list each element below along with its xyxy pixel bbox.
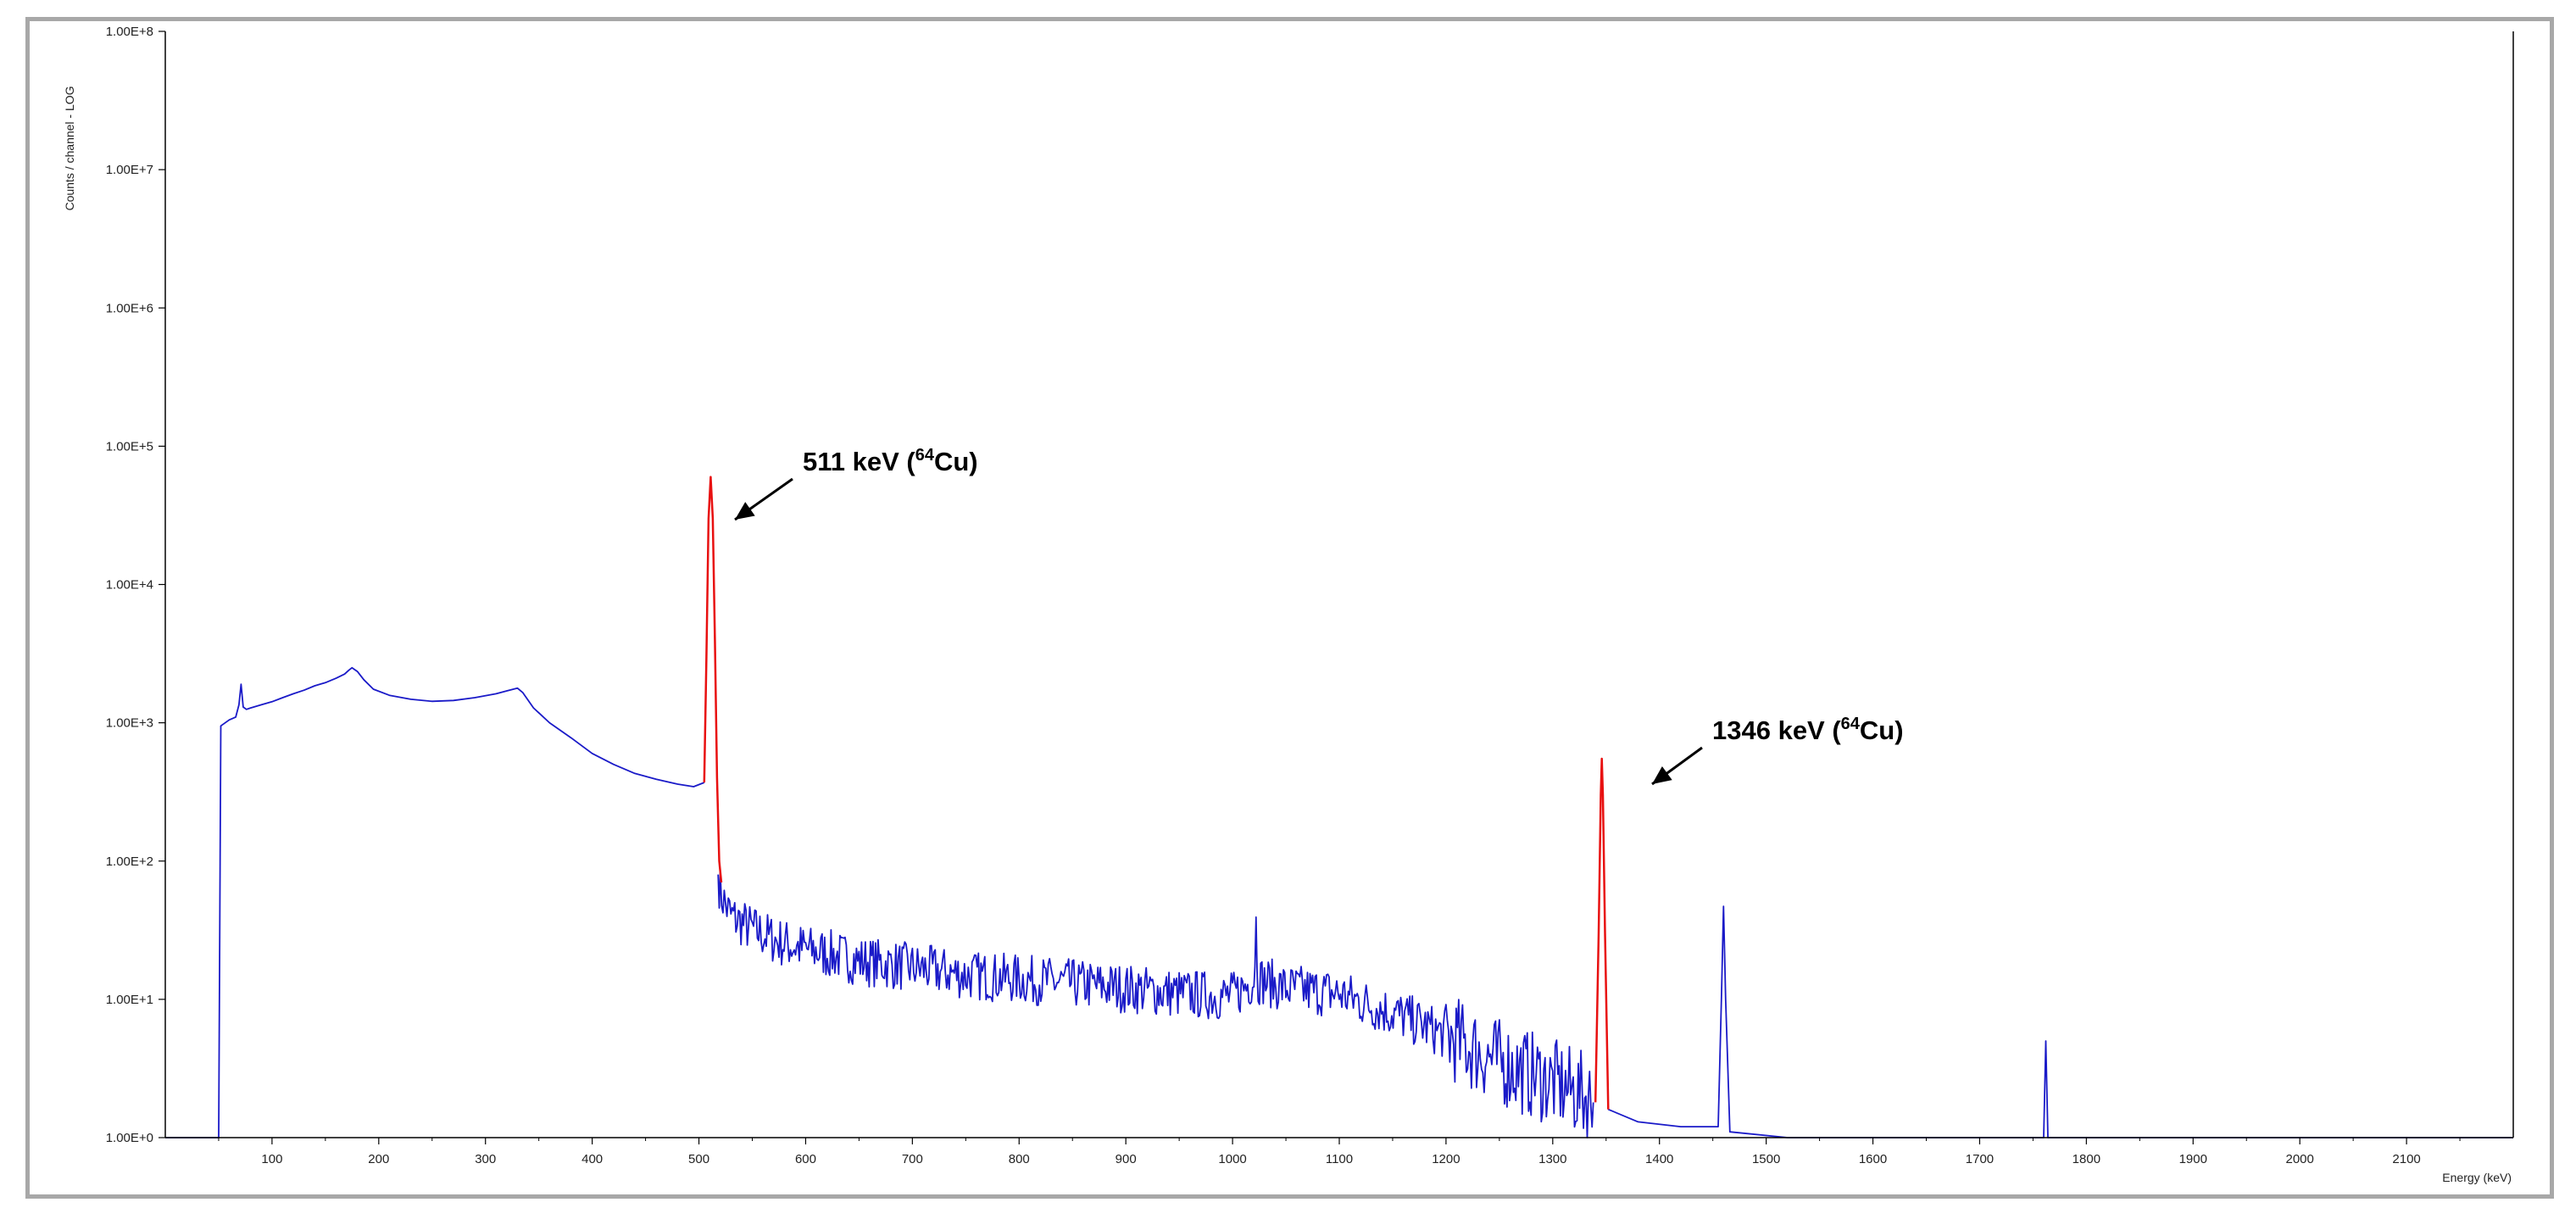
spectrum-series-line: [717, 870, 1594, 1138]
x-tick-label: 300: [475, 1152, 496, 1166]
y-tick-label: 1.00E+7: [106, 163, 153, 177]
y-tick-label: 1.00E+3: [106, 716, 153, 731]
x-tick-label: 1300: [1538, 1152, 1566, 1166]
x-tick-label: 1400: [1645, 1152, 1673, 1166]
x-tick-label: 2000: [2285, 1152, 2313, 1166]
y-tick-label: 1.00E+0: [106, 1131, 153, 1145]
x-tick-label: 1800: [2072, 1152, 2100, 1166]
x-tick-label: 2100: [2392, 1152, 2420, 1166]
x-tick-label: 1500: [1752, 1152, 1780, 1166]
x-tick-label: 400: [581, 1152, 603, 1166]
x-tick-label: 700: [902, 1152, 923, 1166]
x-tick-label: 1600: [1859, 1152, 1887, 1166]
x-tick-label: 1100: [1326, 1152, 1353, 1166]
y-tick-label: 1.00E+5: [106, 439, 153, 454]
x-axis-title: Energy (keV): [2442, 1171, 2512, 1184]
y-tick-label: 1.00E+6: [106, 301, 153, 315]
annotation-arrowhead: [735, 502, 755, 520]
spectrum-chart: 100 200 300 400 500 600 700 800 900 1000 1100 1200 1…: [63, 25, 2514, 1184]
x-tick-label: 800: [1009, 1152, 1030, 1166]
y-tick-label: 1.00E+2: [106, 854, 153, 869]
spectrum-series-line: [1607, 905, 2513, 1138]
peak-series-line: [703, 476, 723, 883]
series-layer: [165, 476, 2513, 1138]
x-tick-label: 1200: [1432, 1152, 1460, 1166]
x-tick-label: 500: [688, 1152, 709, 1166]
annotation-layer: 511 keV (64Cu) 1346 keV (64Cu): [734, 446, 1904, 786]
axes-layer: [164, 31, 2514, 1138]
ticks-layer: 100 200 300 400 500 600 700 800 900 1000 1100 1200 1…: [106, 25, 2461, 1166]
peak-series-line: [1594, 757, 1610, 1110]
chart-frame: 100 200 300 400 500 600 700 800 900 1000 1100 1200 1…: [25, 17, 2554, 1199]
annotation-arrowhead: [1652, 766, 1672, 784]
x-tick-label: 1700: [1966, 1152, 1994, 1166]
peak-annotation-label: 1346 keV (64Cu): [1712, 715, 1904, 745]
x-tick-label: 600: [795, 1152, 816, 1166]
x-tick-label: 200: [368, 1152, 389, 1166]
x-tick-label: 1900: [2179, 1152, 2207, 1166]
y-axis-title: Counts / channel - LOG: [63, 86, 76, 210]
x-tick-label: 100: [261, 1152, 282, 1166]
y-tick-label: 1.00E+4: [106, 578, 153, 593]
peak-annotation-label: 511 keV (64Cu): [803, 446, 978, 476]
spectrum-series-line: [165, 666, 705, 1138]
x-tick-label: 1000: [1218, 1152, 1246, 1166]
y-tick-label: 1.00E+1: [106, 993, 153, 1007]
y-tick-label: 1.00E+8: [106, 25, 153, 39]
x-tick-label: 900: [1116, 1152, 1137, 1166]
